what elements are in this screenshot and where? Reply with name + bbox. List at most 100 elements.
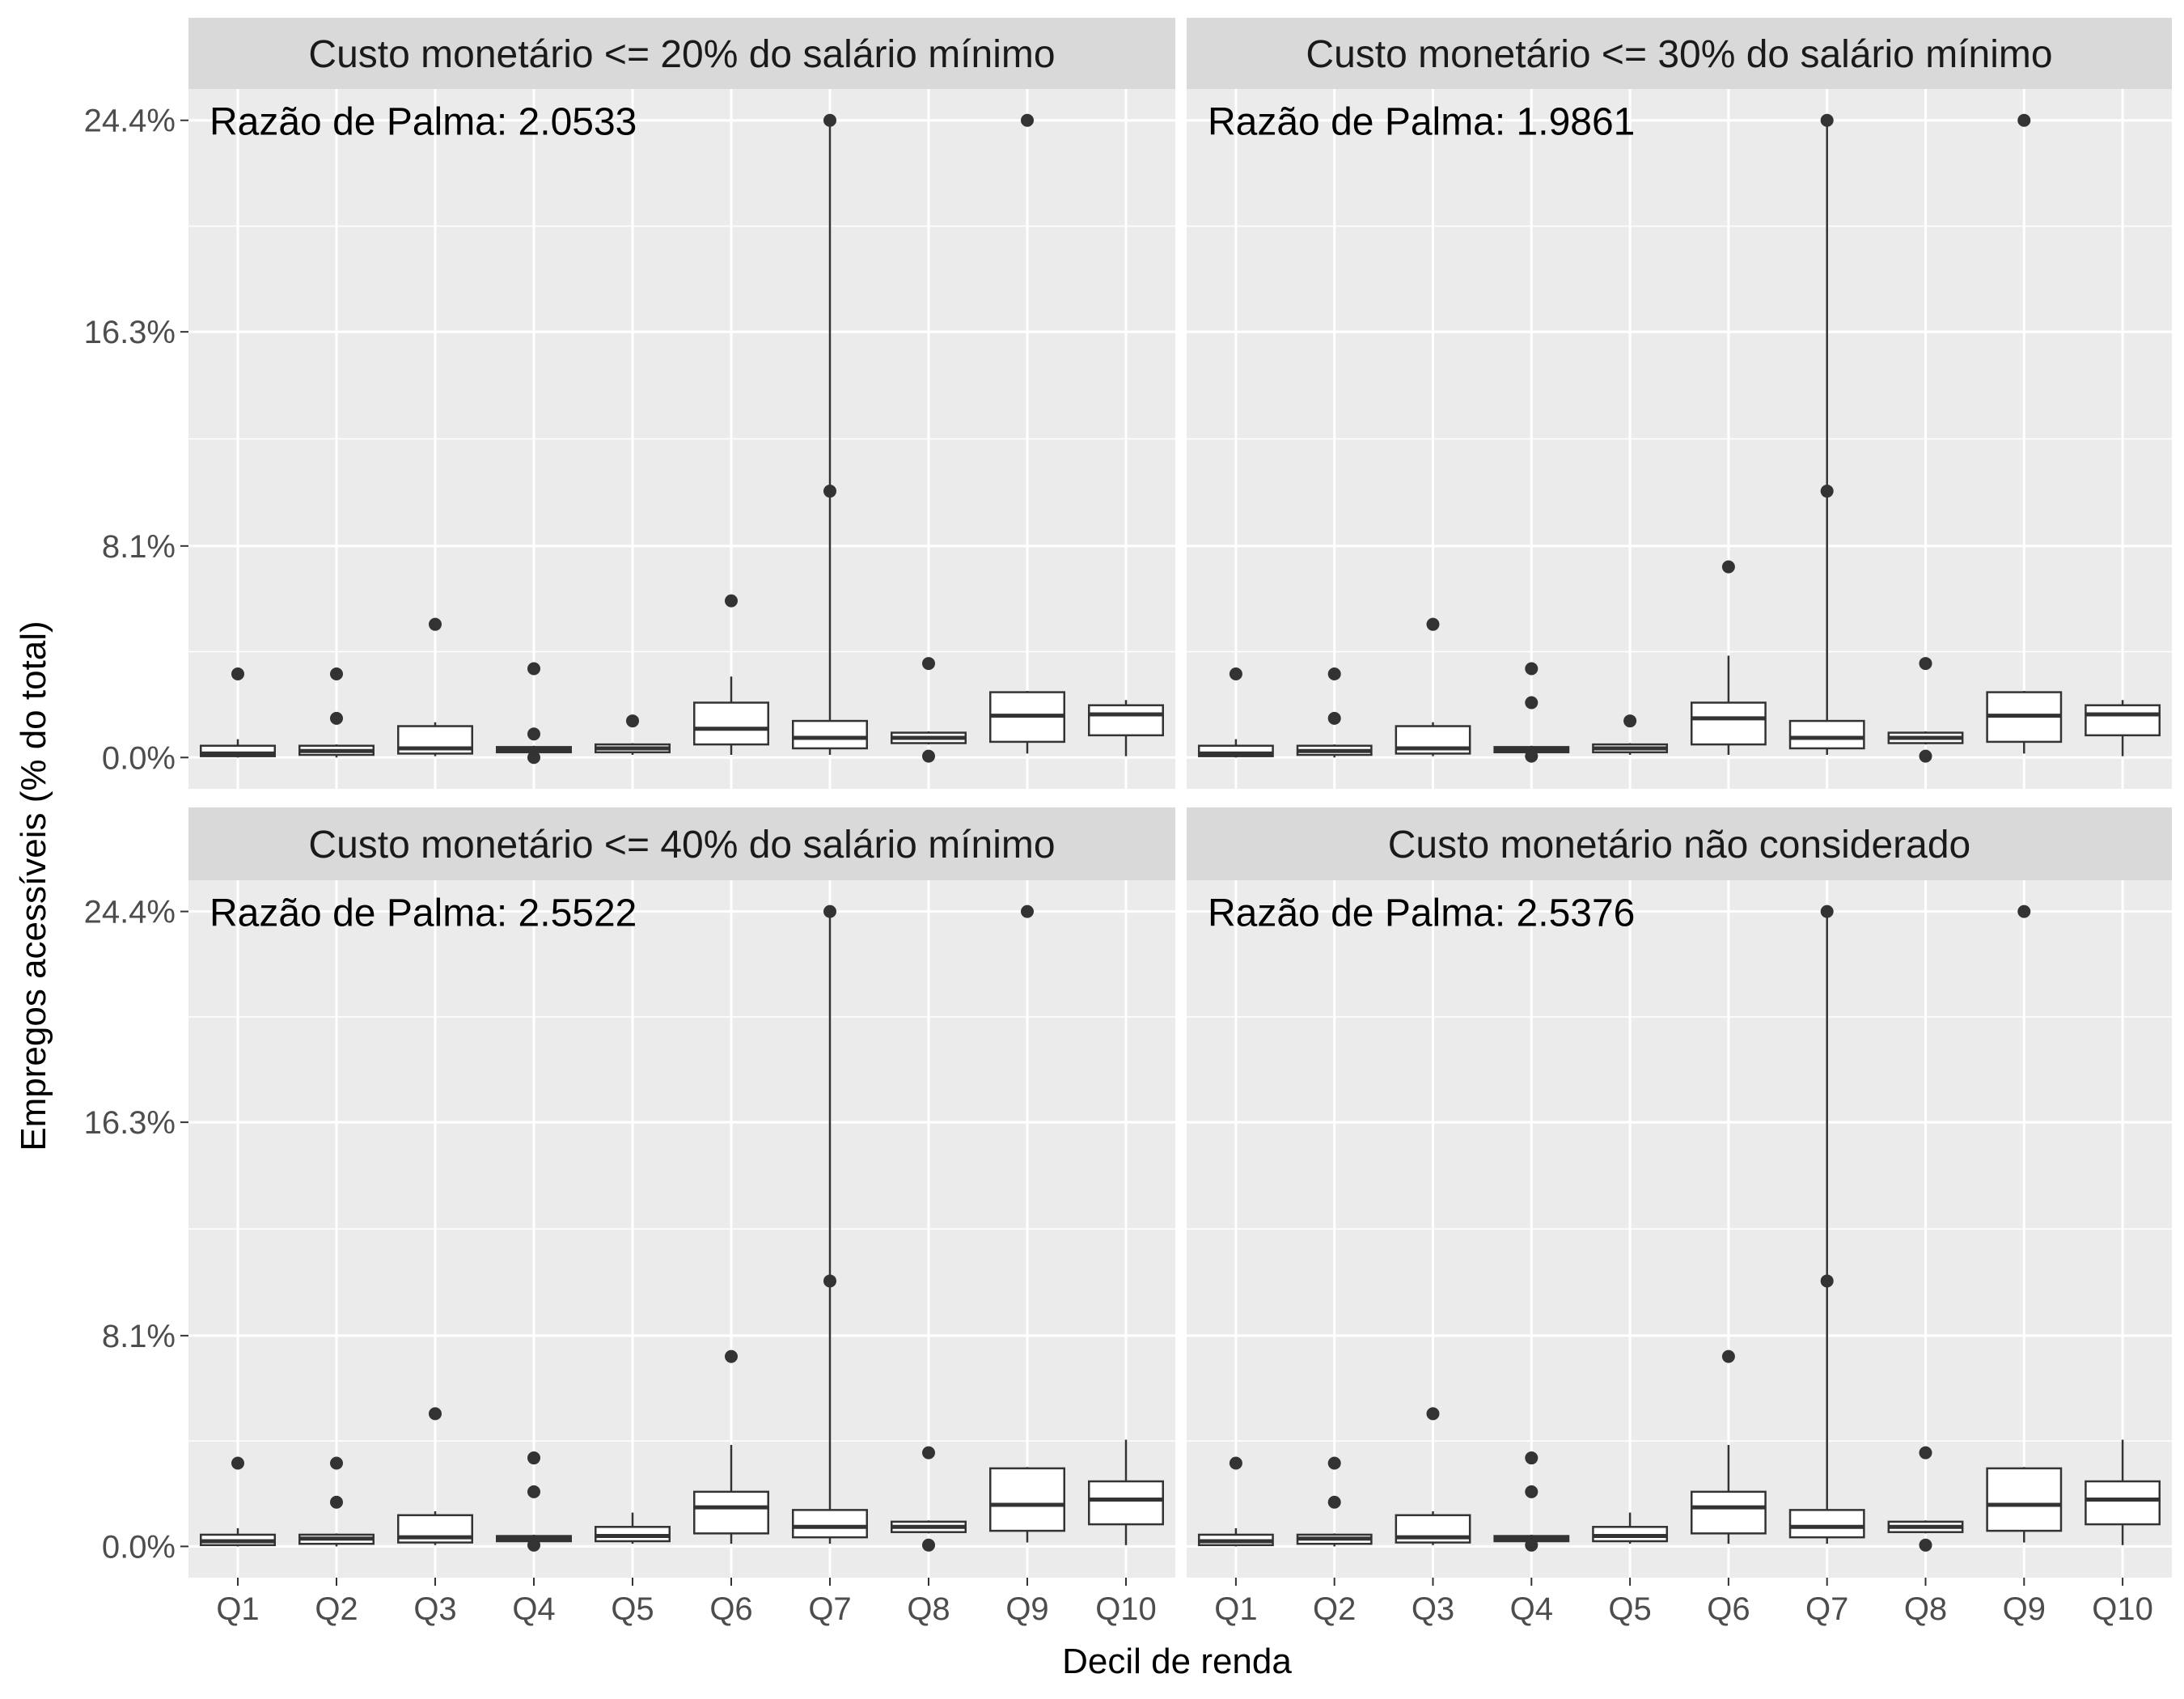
- box-q2: [298, 667, 375, 758]
- box-q3: [397, 1407, 473, 1545]
- box-body: [1088, 704, 1164, 737]
- box-q10: [2085, 1439, 2161, 1545]
- box-body: [792, 719, 868, 750]
- box-q9: [989, 113, 1065, 754]
- palma-ratio-annotation: Razão de Palma: 2.0533: [210, 101, 637, 144]
- palma-ratio-annotation: Razão de Palma: 2.5522: [210, 892, 637, 935]
- box-body: [792, 1509, 868, 1539]
- box-q4: [496, 662, 572, 765]
- outlier-point: [823, 485, 836, 498]
- outlier-point: [922, 657, 935, 671]
- box-q1: [1197, 667, 1274, 758]
- y-tick-label: 16.3%: [84, 1105, 176, 1141]
- outlier-point: [231, 1456, 244, 1470]
- outlier-point: [527, 1485, 540, 1498]
- facet-panel: Custo monetário <= 20% do salário mínimo…: [84, 18, 1175, 789]
- box-body: [1690, 701, 1767, 746]
- x-tick-label: Q6: [709, 1591, 752, 1627]
- box-q10: [2085, 700, 2161, 756]
- box-q8: [891, 657, 967, 763]
- box-body: [1088, 1480, 1164, 1526]
- box-q2: [298, 1456, 375, 1547]
- y-tick-label: 8.1%: [102, 1319, 176, 1354]
- x-axis-title: Decil de renda: [1062, 1642, 1292, 1681]
- box-q7: [1788, 113, 1865, 756]
- outlier-point: [1525, 1485, 1539, 1498]
- box-body: [1788, 719, 1865, 750]
- box-q9: [1986, 905, 2063, 1543]
- outlier-point: [823, 1274, 836, 1288]
- box-q5: [595, 714, 671, 756]
- outlier-point: [922, 1446, 935, 1460]
- facet-title: Custo monetário <= 40% do salário mínimo: [308, 824, 1055, 866]
- outlier-point: [527, 1451, 540, 1465]
- y-tick-label: 16.3%: [84, 315, 176, 350]
- box-q7: [792, 113, 868, 756]
- palma-ratio-annotation: Razão de Palma: 1.9861: [1208, 101, 1635, 144]
- outlier-point: [527, 751, 540, 765]
- box-body: [693, 1490, 769, 1535]
- outlier-point: [1426, 617, 1440, 631]
- outlier-point: [1919, 657, 1932, 671]
- box-body: [2085, 704, 2161, 737]
- box-q5: [595, 1512, 671, 1544]
- facet-title: Custo monetário não considerado: [1388, 824, 1970, 866]
- x-tick-label: Q8: [907, 1591, 950, 1627]
- box-q6: [1690, 560, 1767, 756]
- box-q9: [1986, 113, 2063, 754]
- outlier-point: [1525, 662, 1539, 676]
- x-tick-label: Q7: [1805, 1591, 1848, 1627]
- box-q4: [1493, 662, 1570, 763]
- box-q10: [1088, 700, 1164, 756]
- box-q3: [397, 617, 473, 756]
- facet-panel: Custo monetário não considerado Q1 Q2 Q3 Q4 Q…: [1187, 807, 2172, 1627]
- x-tick-label: Q10: [1095, 1591, 1157, 1627]
- outlier-point: [1919, 1446, 1932, 1460]
- outlier-point: [330, 711, 343, 725]
- x-tick-label: Q3: [413, 1591, 456, 1627]
- outlier-point: [330, 1495, 343, 1509]
- outlier-point: [1919, 1538, 1932, 1552]
- outlier-point: [1426, 1407, 1440, 1421]
- outlier-point: [1623, 714, 1637, 728]
- y-axis-title: Empregos acessíveis (% do total): [14, 621, 53, 1150]
- palma-ratio-annotation: Razão de Palma: 2.5376: [1208, 892, 1635, 935]
- x-tick-label: Q9: [1005, 1591, 1048, 1627]
- y-tick-label: 8.1%: [102, 529, 176, 565]
- outlier-point: [1525, 1451, 1539, 1465]
- outlier-point: [1525, 749, 1539, 763]
- outlier-point: [1327, 667, 1341, 680]
- outlier-point: [1721, 560, 1735, 574]
- outlier-point: [330, 667, 343, 680]
- x-tick-label: Q4: [1510, 1591, 1553, 1627]
- box-body: [989, 1467, 1065, 1532]
- box-q5: [1592, 1512, 1669, 1544]
- outlier-point: [1229, 667, 1242, 680]
- box-body: [1986, 1467, 2063, 1532]
- box-q1: [200, 1456, 276, 1547]
- outlier-point: [1021, 113, 1034, 127]
- x-tick-label: Q8: [1904, 1591, 1947, 1627]
- box-q8: [891, 1446, 967, 1552]
- x-tick-label: Q4: [512, 1591, 555, 1627]
- facet-title: Custo monetário <= 20% do salário mínimo: [308, 33, 1055, 76]
- outlier-point: [330, 1456, 343, 1470]
- box-q5: [1592, 714, 1669, 756]
- outlier-point: [231, 667, 244, 680]
- outlier-point: [1721, 1349, 1735, 1363]
- outlier-point: [1021, 905, 1034, 918]
- outlier-point: [922, 1538, 935, 1552]
- x-tick-label: Q6: [1707, 1591, 1750, 1627]
- outlier-point: [1327, 711, 1341, 725]
- outlier-point: [2017, 905, 2031, 918]
- facet-strip: [188, 18, 1175, 89]
- y-tick-label: 0.0%: [102, 1529, 176, 1565]
- box-q10: [1088, 1439, 1164, 1545]
- x-tick-label: Q1: [1214, 1591, 1257, 1627]
- outlier-point: [922, 749, 935, 763]
- x-tick-label: Q3: [1412, 1591, 1454, 1627]
- x-tick-label: Q9: [2003, 1591, 2046, 1627]
- outlier-point: [429, 617, 442, 631]
- outlier-point: [527, 662, 540, 676]
